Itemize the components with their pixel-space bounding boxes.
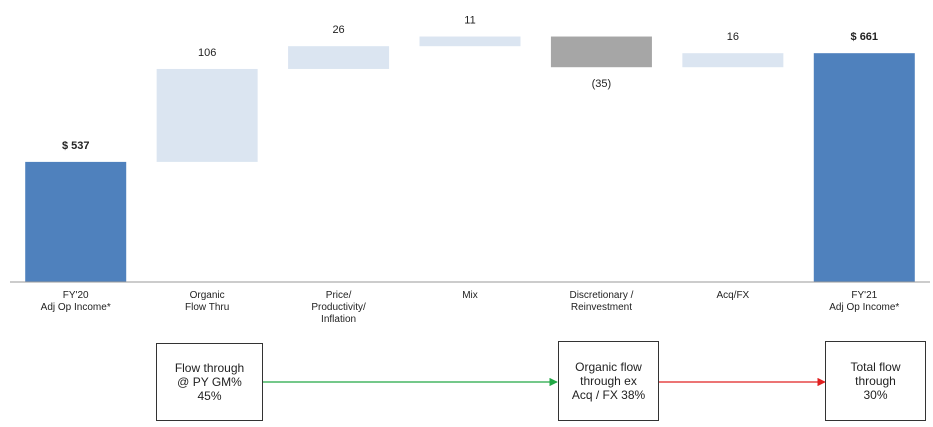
data-label-2: 26: [332, 24, 344, 36]
data-label-5: 16: [727, 31, 739, 43]
organic-flow-through-box: Organic flow through ex Acq / FX 38%: [558, 341, 659, 421]
bar-4: [550, 36, 652, 68]
category-label-2: Price/ Productivity/ Inflation: [311, 290, 366, 325]
bar-5: [682, 53, 784, 68]
data-label-0: $ 537: [62, 140, 90, 152]
bar-2: [288, 46, 390, 69]
total-flow-through-box: Total flow through 30%: [825, 341, 926, 421]
category-label-4: Discretionary / Reinvestment: [569, 290, 634, 313]
bar-3: [419, 36, 521, 47]
category-label-0: FY'20 Adj Op Income*: [40, 290, 111, 313]
category-label-6: FY'21 Adj Op Income*: [829, 290, 900, 313]
data-label-3: 11: [464, 15, 475, 27]
bar-1: [156, 68, 258, 162]
data-label-6: $ 661: [851, 31, 879, 43]
data-label-1: 106: [198, 47, 216, 59]
bar-0: [25, 161, 127, 282]
bar-6: [813, 53, 915, 282]
category-label-5: Acq/FX: [716, 290, 750, 301]
category-label-1: Organic Flow Thru: [185, 290, 230, 313]
data-label-4: (35): [592, 78, 612, 90]
category-label-3: Mix: [462, 290, 478, 301]
flow-through-py-gm-box: Flow through @ PY GM% 45%: [156, 343, 263, 421]
